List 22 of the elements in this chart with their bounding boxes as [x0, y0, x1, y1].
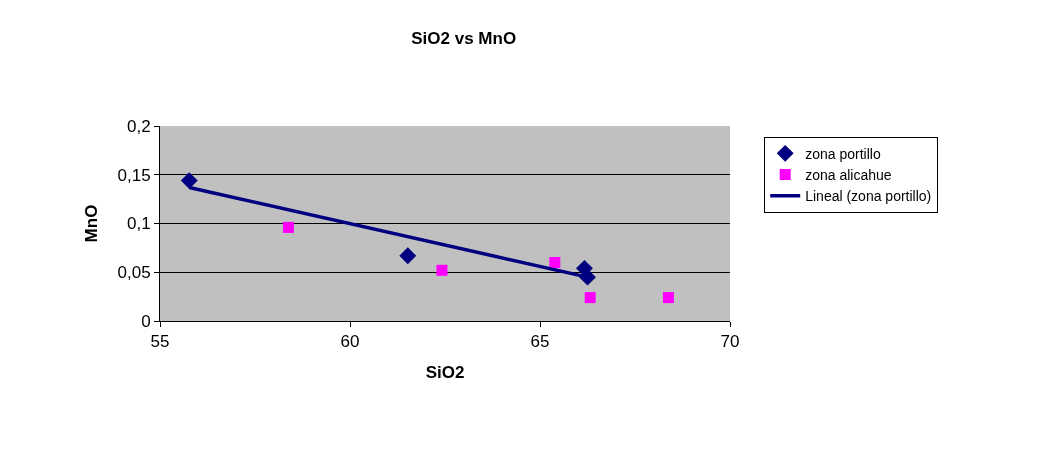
- y-tick-label: 0,1: [126, 214, 151, 234]
- y-axis-title: MnO: [82, 204, 102, 243]
- point: [662, 292, 674, 304]
- x-axis-title: SiO2: [425, 362, 465, 382]
- legend-label: zona portillo: [805, 145, 881, 162]
- point: [180, 172, 198, 190]
- point: [584, 292, 596, 304]
- x-tick-label: 65: [530, 332, 550, 352]
- point: [282, 221, 294, 233]
- x-tick-label: 55: [150, 332, 170, 352]
- chart-title: SiO2 vs MnO: [411, 29, 517, 49]
- point: [399, 247, 417, 265]
- point: [549, 257, 561, 268]
- legend-label: zona alicahue: [805, 167, 892, 184]
- x-tick-label: 70: [720, 332, 740, 352]
- y-tick-label: 0,05: [117, 263, 151, 283]
- y-tick-label: 0,2: [126, 116, 151, 136]
- point: [436, 264, 448, 276]
- x-tick-label: 60: [340, 332, 360, 352]
- legend-label: Lineal (zona portillo): [805, 188, 932, 205]
- y-tick-label: 0: [141, 311, 151, 331]
- y-tick-label: 0,15: [117, 165, 151, 185]
